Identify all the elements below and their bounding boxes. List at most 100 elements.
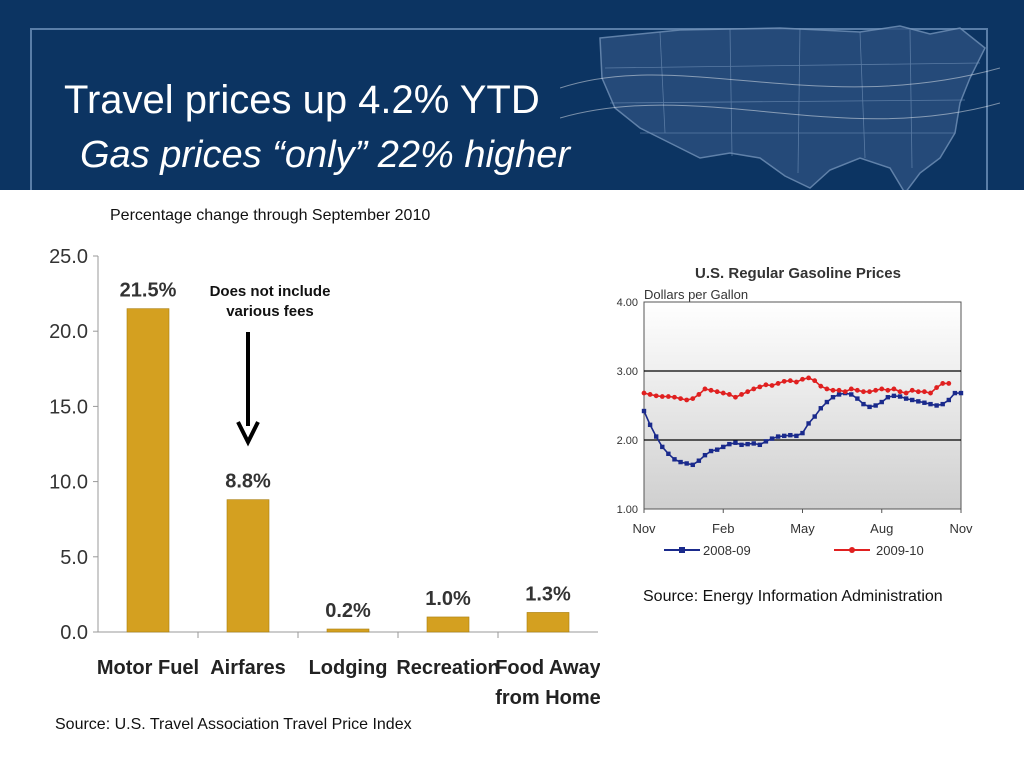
annotation-text: various fees: [226, 303, 314, 320]
series-point: [653, 434, 659, 439]
series-point: [891, 386, 897, 392]
data-label: 21.5%: [120, 280, 177, 302]
series-point: [672, 457, 677, 462]
series-point: [751, 386, 757, 392]
series-point: [910, 397, 915, 403]
series-point: [946, 381, 952, 386]
series-point: [885, 387, 891, 393]
series-point: [733, 394, 738, 400]
x-tick-label: Feb: [712, 521, 734, 536]
series-point: [861, 389, 866, 395]
series-point: [720, 390, 726, 396]
series-point: [861, 401, 866, 407]
series-point: [769, 383, 775, 388]
bar: [426, 616, 470, 633]
series-point: [812, 414, 817, 419]
line-chart-subtitle: Dollars per Gallon: [644, 287, 748, 302]
series-point: [903, 390, 909, 396]
series-point: [782, 433, 787, 439]
bar: [126, 308, 170, 633]
series-point: [757, 442, 763, 448]
series-point: [665, 394, 671, 399]
header-frame: [30, 28, 988, 190]
series-point: [788, 432, 793, 438]
series-point: [928, 390, 933, 396]
series-point: [842, 389, 848, 395]
y-tick-label: 5.0: [60, 547, 88, 569]
series-point: [714, 389, 720, 395]
series-point: [721, 444, 726, 450]
series-point: [830, 387, 836, 393]
series-point: [934, 403, 939, 408]
data-label: 1.0%: [425, 588, 471, 610]
x-tick-label: Lodging: [309, 657, 388, 679]
series-point: [696, 392, 702, 397]
y-tick-label: 15.0: [49, 396, 88, 418]
series-point: [684, 397, 690, 403]
x-tick-label: May: [790, 521, 815, 536]
series-point: [922, 400, 927, 405]
series-point: [800, 430, 805, 436]
series-point: [739, 442, 744, 448]
bar: [226, 499, 270, 633]
data-label: 0.2%: [325, 600, 371, 622]
series-point: [934, 385, 940, 390]
series-point: [781, 378, 787, 384]
series-point: [660, 444, 665, 450]
series-point: [824, 386, 830, 392]
annotation-text: Does not include: [210, 283, 331, 300]
legend-marker: [679, 547, 685, 553]
series-point: [678, 396, 683, 401]
series-point: [903, 396, 909, 401]
series-point: [854, 387, 860, 393]
x-tick-label: Nov: [632, 521, 656, 536]
series-point: [818, 406, 823, 411]
series-point: [800, 376, 805, 382]
series-point: [916, 399, 921, 404]
series-point: [806, 375, 811, 381]
slide-title: Travel prices up 4.2% YTD: [64, 78, 540, 122]
series-point: [763, 439, 769, 444]
series-point: [757, 384, 763, 390]
x-tick-label: Food Away: [495, 657, 600, 679]
x-tick-label: Airfares: [210, 657, 286, 679]
series-point: [848, 386, 854, 392]
series-point: [702, 452, 708, 458]
series-point: [708, 448, 714, 454]
series-point: [946, 397, 952, 403]
y-tick-label: 2.00: [617, 435, 638, 447]
y-tick-label: 20.0: [49, 321, 88, 343]
series-point: [769, 436, 775, 441]
series-point: [794, 433, 799, 439]
series-point: [666, 451, 671, 456]
series-point: [745, 389, 751, 395]
series-point: [812, 378, 818, 384]
series-point: [806, 421, 811, 426]
legend-label: 2009-10: [876, 543, 924, 558]
line-chart-title: U.S. Regular Gasoline Prices: [695, 265, 901, 282]
series-point: [855, 396, 860, 401]
x-tick-label: from Home: [495, 687, 600, 709]
series-point: [739, 392, 744, 397]
series-point: [873, 403, 878, 408]
series-point: [647, 392, 653, 397]
series-point: [940, 381, 946, 386]
bar-chart-caption: Percentage change through September 2010: [110, 207, 431, 224]
source-energy-information-administration: Source: Energy Information Administratio…: [643, 588, 943, 605]
series-point: [678, 459, 683, 465]
slide-subtitle: Gas prices “only” 22% higher: [80, 134, 570, 176]
y-tick-label: 0.0: [60, 622, 88, 644]
series-point: [849, 392, 854, 397]
data-label: 8.8%: [225, 471, 271, 493]
series-point: [733, 440, 738, 445]
series-point: [794, 379, 799, 385]
x-tick-label: Motor Fuel: [97, 657, 199, 679]
series-point: [714, 447, 720, 452]
slide-header: Travel prices up 4.2% YTD Gas prices “on…: [0, 0, 1024, 190]
legend-marker: [849, 547, 855, 553]
series-point: [727, 441, 732, 447]
series-point: [879, 386, 885, 392]
series-point: [867, 389, 872, 395]
source-travel-price-index: Source: U.S. Travel Association Travel P…: [55, 716, 412, 733]
series-point: [690, 462, 695, 468]
